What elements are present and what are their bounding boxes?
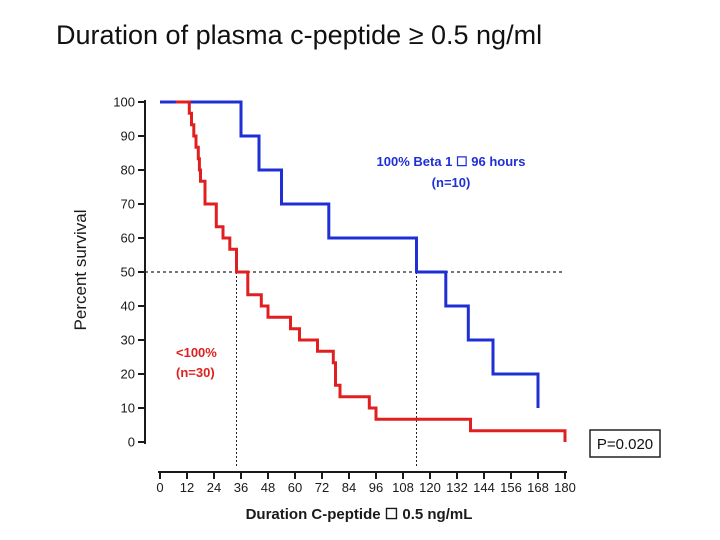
chart-series [160,100,567,442]
x-tick-label: 84 [342,480,356,495]
x-tick-label: 132 [446,480,468,495]
y-tick-label: 50 [121,265,135,280]
blue-series-label: 100% Beta 1 ☐ 96 hours [377,154,526,169]
y-tick-label: 100 [113,95,135,110]
y-tick-label: 90 [121,129,135,144]
y-tick-label: 40 [121,299,135,314]
x-tick-label: 12 [180,480,194,495]
x-tick-label: 96 [369,480,383,495]
x-tick-label: 24 [207,480,221,495]
x-tick-label: 144 [473,480,495,495]
y-tick-label: 60 [121,231,135,246]
chart-axes: 0 10 20 30 40 50 60 70 80 90 100 0 12 24 36 48 60 72 84 96 1… [113,95,576,496]
x-tick-label: 108 [392,480,414,495]
x-tick-label: 48 [261,480,275,495]
red-series-label: <100% [176,345,217,360]
p-value-label: P=0.020 [597,436,653,453]
y-tick-label: 10 [121,401,135,416]
x-tick-label: 180 [554,480,576,495]
blue-series-n: (n=10) [432,175,471,190]
x-axis-title: Duration C-peptide ☐ 0.5 ng/mL [246,506,473,523]
y-tick-label: 30 [121,333,135,348]
y-tick-label: 0 [128,435,135,450]
x-tick-label: 120 [419,480,441,495]
y-tick-label: 20 [121,367,135,382]
x-tick-label: 0 [156,480,163,495]
series-line-under-100pct [175,100,567,442]
slide-title: Duration of plasma c-peptide ≥ 0.5 ng/ml [56,20,543,50]
series-line-100pct-beta1 [160,100,540,408]
red-series-n: (n=30) [176,365,215,380]
reference-lines [145,271,565,466]
y-axis-title: Percent survival [71,210,90,331]
x-tick-label: 60 [288,480,302,495]
x-tick-label: 36 [234,480,248,495]
y-tick-label: 80 [121,163,135,178]
x-tick-label: 72 [315,480,329,495]
x-tick-label: 168 [527,480,549,495]
y-tick-label: 70 [121,197,135,212]
p-value-box [589,429,661,458]
x-tick-label: 156 [500,480,522,495]
